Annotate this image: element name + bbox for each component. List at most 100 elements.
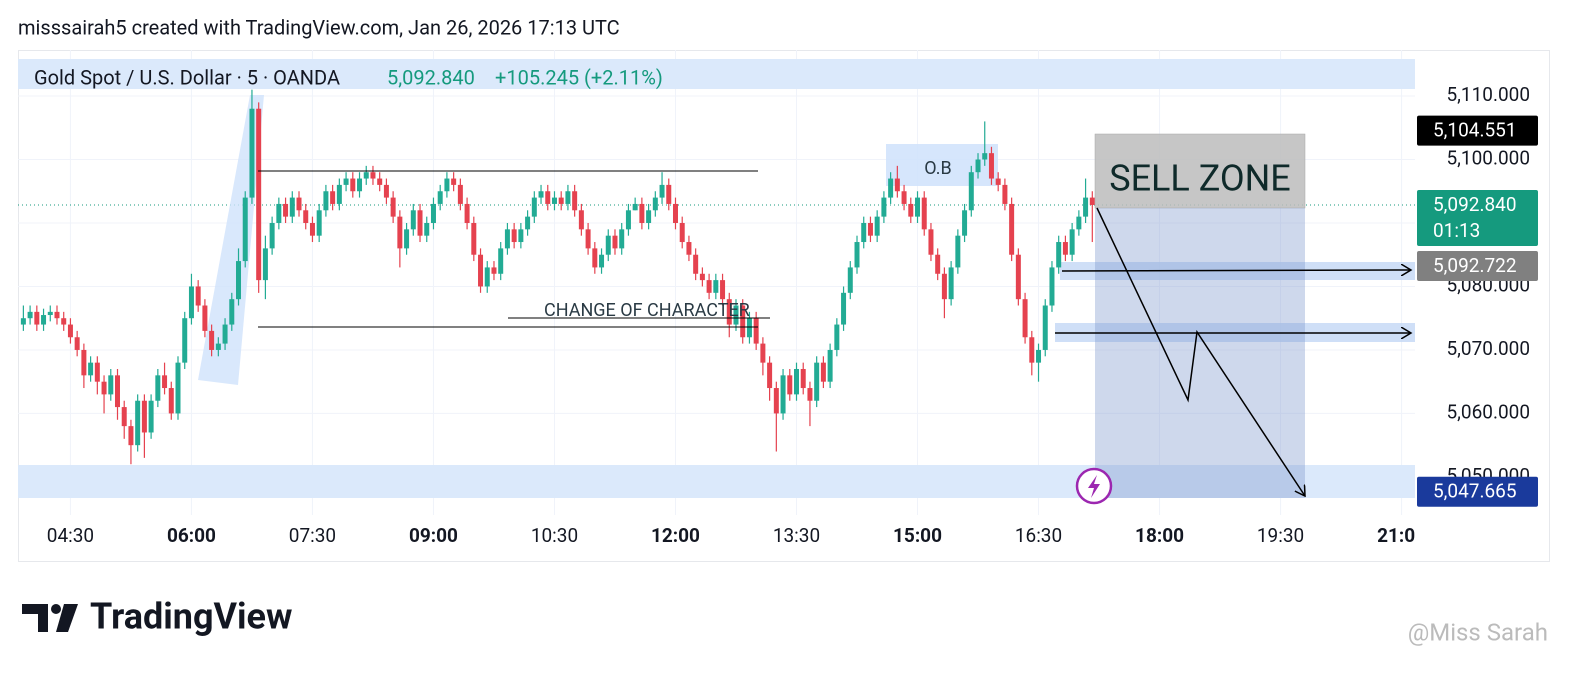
candle-body <box>1062 242 1068 255</box>
candle-body <box>182 318 188 363</box>
candle-body <box>316 210 322 236</box>
impulse-box <box>198 95 264 385</box>
candle-body <box>303 210 309 223</box>
candle-body <box>525 216 531 230</box>
candle-body <box>424 222 430 236</box>
candle-body <box>915 197 921 217</box>
candle-body <box>834 324 840 350</box>
candle-body <box>551 197 557 204</box>
candle-body <box>921 197 927 230</box>
last-price: 5,092.840 <box>387 65 475 89</box>
x-tick-label: 04:30 <box>47 524 94 547</box>
candle-body <box>531 197 537 217</box>
candle-body <box>841 292 847 325</box>
candle-body <box>397 216 403 249</box>
price-label: 5,092.840 <box>1433 193 1517 216</box>
candle-body <box>155 375 161 401</box>
candle-body <box>639 203 645 223</box>
highlight-band <box>18 465 1415 498</box>
watermark: @Miss Sarah <box>1408 618 1548 646</box>
candle-body <box>34 311 40 325</box>
candle-body <box>1022 299 1028 338</box>
candle-body <box>780 375 786 414</box>
candle-body <box>242 197 248 262</box>
candle-body <box>746 318 752 338</box>
candle-body <box>968 172 974 211</box>
candle-body <box>363 172 369 179</box>
candle-body <box>504 229 510 249</box>
x-tick-label: 21:00 <box>1377 524 1426 547</box>
candle-body <box>20 318 26 325</box>
candle-body <box>787 375 793 395</box>
candle-body <box>437 191 443 204</box>
candle-body <box>370 172 376 179</box>
candle-body <box>357 178 363 192</box>
candle-body <box>451 178 457 185</box>
candle-body <box>827 349 833 382</box>
candle-body <box>296 197 302 211</box>
x-tick-label: 19:30 <box>1257 524 1304 547</box>
candle-body <box>222 324 228 344</box>
highlight-band <box>18 59 1415 89</box>
price-label-box <box>1417 189 1538 246</box>
candle-body <box>236 261 242 300</box>
candle-body <box>1056 242 1062 268</box>
candle-body <box>995 178 1001 185</box>
candle-body <box>128 426 134 446</box>
candle-body <box>309 222 315 236</box>
price-change: +105.245 (+2.11%) <box>495 65 663 89</box>
candle-body <box>101 381 107 395</box>
candle-body <box>1042 305 1048 350</box>
candle-body <box>410 210 416 230</box>
candle-body <box>74 337 80 350</box>
candle-body <box>54 311 60 319</box>
candle-body <box>928 229 934 255</box>
tradingview-logo: TradingView <box>22 596 292 638</box>
candle-body <box>135 400 141 446</box>
candle-body <box>276 203 282 223</box>
price-label: 5,104.551 <box>1433 119 1517 142</box>
candle-body <box>88 362 94 376</box>
candle-body <box>955 235 961 268</box>
candle-body <box>646 210 652 223</box>
y-tick-label: 5,060.000 <box>1447 400 1531 423</box>
candle-body <box>114 375 120 408</box>
candle-body <box>672 203 678 223</box>
candle-body <box>699 273 705 281</box>
x-tick-label: 12:00 <box>651 524 700 547</box>
candle-body <box>908 203 914 217</box>
candle-body <box>773 388 779 414</box>
candle-body <box>666 184 672 204</box>
candle-body <box>740 305 746 338</box>
candle-body <box>444 178 450 192</box>
candle-body <box>585 229 591 249</box>
candle-body <box>686 242 692 255</box>
countdown: 01:13 <box>1433 219 1480 242</box>
sell-zone-label: SELL ZONE <box>1109 158 1291 200</box>
candle-body <box>982 153 988 160</box>
price-label-box <box>1417 251 1538 281</box>
candle-body <box>975 159 981 173</box>
candle-body <box>659 184 665 198</box>
target-box <box>1095 208 1305 498</box>
projection-arrow <box>1096 207 1305 496</box>
candle-body <box>336 184 342 204</box>
candle-body <box>229 299 235 325</box>
order-block-label: O.B <box>924 158 951 179</box>
candle-body <box>457 184 463 204</box>
candle-body <box>935 254 941 274</box>
x-tick-label: 07:30 <box>289 524 336 547</box>
price-label-box <box>1417 115 1538 146</box>
candle-body <box>47 311 53 316</box>
candle-body <box>61 318 67 325</box>
brand: TradingView <box>90 596 292 638</box>
candle-body <box>188 286 194 319</box>
candle-body <box>1076 216 1082 230</box>
candle-body <box>881 197 887 217</box>
candle-body <box>256 108 262 281</box>
candle-body <box>888 178 894 198</box>
candle-body <box>962 210 968 236</box>
price-label: 5,047.665 <box>1433 480 1517 503</box>
candle-body <box>733 305 739 325</box>
candle-body <box>814 362 820 401</box>
